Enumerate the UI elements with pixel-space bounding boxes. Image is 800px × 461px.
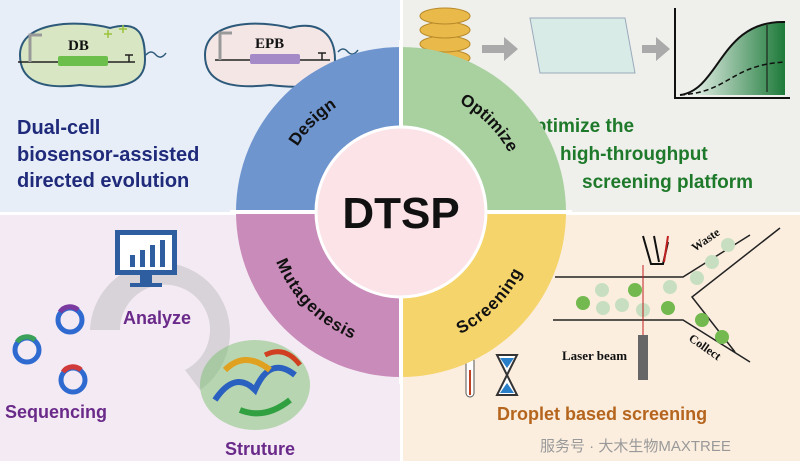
growth-curve-chart-icon [674,8,790,99]
caption-line: Optimize the [520,116,634,137]
dtsp-cycle-ring [230,40,572,384]
hourglass-icon [495,354,519,396]
design-caption: Dual-cell biosensor-assisted directed ev… [17,117,199,192]
epb-cell: EPB [203,22,359,88]
ring-segment-screening [401,212,566,377]
structure-label: Struture [225,439,295,459]
microplate-icon [529,17,636,74]
ring-segment-optimize [401,47,566,212]
arrow-icon [482,37,518,61]
epb-label: EPB [255,36,284,52]
droplet-chip-illustration [465,227,781,398]
mutagenesis-illustration [12,230,310,430]
watermark: 服务号 · 大木生物MAXTREE [540,438,731,455]
laser-device-icon [638,335,648,380]
monitor-chart-icon [115,230,177,287]
caption-line: screening platform [582,172,753,193]
arrow-icon [642,37,670,61]
optimize-caption: Optimize the high-throughput screening p… [520,116,753,193]
ring-segment-design [236,47,401,212]
protein-structure-image [200,340,310,430]
screening-caption: Droplet based screening [497,404,707,424]
center-circle [314,125,488,299]
caption-line: high-throughput [560,144,708,165]
cycle-arrow-icon [90,262,230,390]
analyze-label: Analyze [123,308,191,328]
caption-line: Dual-cell [17,117,100,139]
center-title: DTSP [342,189,459,238]
laser-beam-label: Laser beam [562,348,627,363]
caption-line: directed evolution [17,170,189,192]
db-label: DB [68,38,89,54]
sequencing-label: Sequencing [5,402,107,422]
caption-line: biosensor-assisted [17,144,199,166]
ring-segment-mutagenesis [236,212,401,377]
sequencing-plasmid-icons [12,304,88,395]
db-cell: DB [18,22,167,88]
